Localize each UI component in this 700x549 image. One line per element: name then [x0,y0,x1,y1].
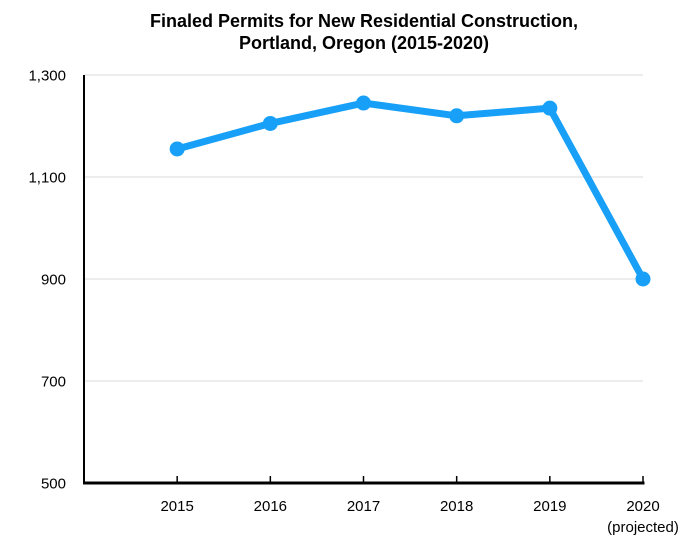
x-tick-label: 2018 [440,498,473,515]
chart-title: Finaled Permits for New Residential Cons… [64,10,664,54]
data-point-2015 [169,141,185,157]
data-point-2017 [356,95,371,111]
x-tick-label: 2016 [254,498,287,515]
x-tick-label: 2019 [533,498,566,515]
data-point-2019 [542,100,558,116]
x-tick-sublabel: (projected) [607,519,679,536]
y-tick-label: 500 [41,476,66,493]
y-tick-label: 700 [41,374,66,391]
data-line [173,99,647,283]
data-point-2016 [262,115,278,131]
chart-title-line2: Portland, Oregon (2015-2020) [238,33,490,53]
chart-title-line1: Finaled Permits for New Residential Cons… [149,11,579,31]
x-tick-label: 2015 [160,498,193,515]
y-tick-label: 1,100 [28,170,66,187]
data-point-2020 [635,271,651,287]
data-point-2018 [449,108,465,124]
x-tick-label: 2020 [626,498,659,515]
x-tick-label: 2017 [347,498,380,515]
y-tick-label: 1,300 [28,68,66,85]
y-tick-label: 900 [41,272,66,289]
